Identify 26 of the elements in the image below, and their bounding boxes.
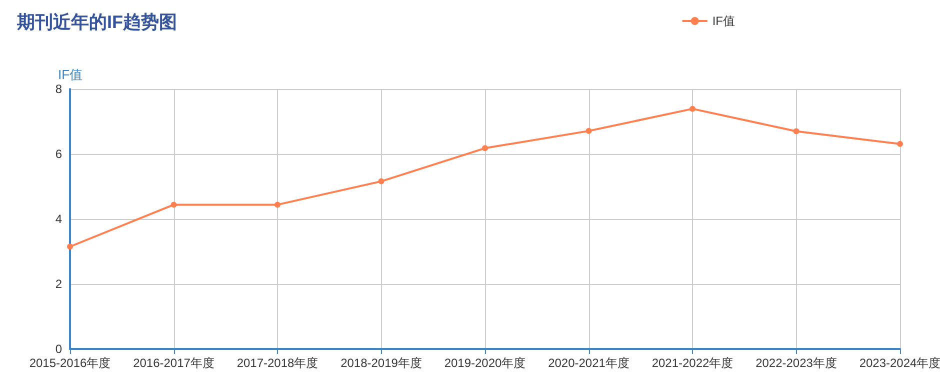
y-axis-title: IF值 bbox=[58, 67, 83, 82]
point bbox=[67, 244, 73, 250]
legend-label: IF值 bbox=[712, 14, 736, 28]
point bbox=[170, 202, 177, 208]
y-tick-label: 4 bbox=[55, 212, 62, 226]
x-tick-label: 2020-2021年度 bbox=[548, 356, 630, 370]
x-tick-label: 2023-2024年度 bbox=[859, 356, 941, 370]
y-tick-label: 6 bbox=[55, 147, 62, 161]
point bbox=[274, 202, 280, 208]
x-tick-label: 2018-2019年度 bbox=[340, 356, 422, 370]
y-tick-label: 0 bbox=[55, 342, 62, 356]
chart-title: 期刊近年的IF趋势图 bbox=[16, 12, 177, 32]
point bbox=[378, 178, 384, 184]
x-tick-label: 2016-2017年度 bbox=[133, 356, 214, 370]
y-tick-label: 8 bbox=[55, 82, 62, 96]
x-tick-label: 2021-2022年度 bbox=[652, 356, 734, 370]
x-tick-label: 2019-2020年度 bbox=[444, 356, 526, 370]
x-tick-label: 2015-2016年度 bbox=[29, 356, 111, 370]
x-tick-label: 2022-2023年度 bbox=[756, 356, 837, 370]
y-tick-label: 2 bbox=[55, 277, 62, 291]
point bbox=[897, 140, 903, 147]
point bbox=[482, 145, 488, 152]
point bbox=[793, 128, 800, 134]
point bbox=[586, 128, 592, 134]
point bbox=[690, 106, 696, 112]
x-tick-label: 2017-2018年度 bbox=[236, 356, 318, 370]
